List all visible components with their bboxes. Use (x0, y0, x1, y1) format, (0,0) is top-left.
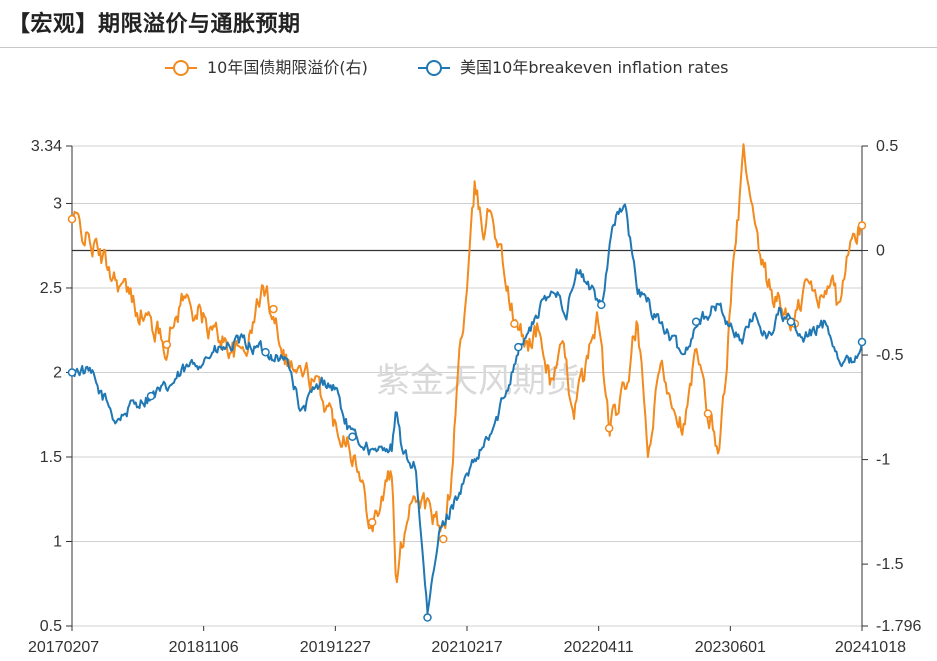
left-axis-ticks: 3.34 3 2.5 2 1.5 1 0.5 (31, 138, 72, 635)
point-breakeven-56 (691, 317, 701, 327)
legend-label-term-premium: 10年国债期限溢价(右) (207, 58, 368, 77)
chart-title: 【宏观】期限溢价与通胀预期 (8, 12, 301, 37)
left-tick-label-0: 3.34 (31, 138, 62, 155)
point-breakeven-64 (786, 317, 796, 327)
right-tick-label-1: 0 (876, 243, 885, 260)
right-tick-label-5: -1.796 (876, 618, 921, 635)
left-tick-label-4: 1.5 (40, 449, 62, 466)
point-term-premium-32 (439, 534, 448, 544)
point-breakeven-16 (261, 347, 270, 357)
legend-label-breakeven: 美国10年breakeven inflation rates (460, 58, 729, 77)
x-tick-label-2: 20191227 (300, 639, 371, 656)
title-divider (0, 47, 937, 48)
point-breakeven-24 (348, 432, 357, 441)
point-breakeven-48 (597, 300, 606, 310)
legend-item-term-premium[interactable]: 10年国债期限溢价(右) (165, 58, 368, 77)
x-tick-label-5: 20230601 (695, 639, 766, 656)
right-tick-label-4: -1.5 (876, 556, 904, 573)
right-axis-ticks: 0.5 0 -0.5 -1 -1.5 -1.796 (862, 138, 921, 635)
left-tick-label-1: 3 (53, 195, 62, 212)
x-tick-label-1: 20181106 (169, 639, 239, 656)
point-breakeven-0 (67, 368, 77, 377)
series-line-breakeven (71, 203, 863, 615)
right-tick-label-3: -1 (876, 452, 890, 469)
right-tick-label-2: -0.5 (876, 347, 904, 364)
point-breakeven-32 (423, 613, 432, 622)
x-tick-label-0: 20170207 (28, 639, 99, 656)
x-tick-label-6: 20241018 (835, 639, 906, 656)
left-tick-label-5: 1 (53, 533, 62, 550)
point-breakeven-40 (514, 342, 523, 352)
series-layer (67, 143, 867, 622)
point-term-premium-48 (604, 423, 614, 433)
point-breakeven-70 (857, 337, 867, 347)
left-tick-label-6: 0.5 (40, 618, 62, 635)
point-term-premium-40 (510, 319, 519, 328)
point-term-premium-16 (269, 304, 278, 314)
x-tick-label-4: 20220411 (564, 639, 634, 656)
right-tick-label-0: 0.5 (876, 138, 898, 155)
left-tick-label-3: 2 (53, 364, 62, 381)
legend-marker-breakeven (426, 60, 442, 76)
point-term-premium-8 (162, 340, 172, 349)
legend: 10年国债期限溢价(右) 美国10年breakeven inflation ra… (165, 58, 729, 77)
point-term-premium-56 (703, 409, 713, 418)
series-line-term-premium (71, 143, 863, 584)
legend-marker-term-premium (173, 60, 189, 76)
x-axis-ticks: 20170207 20181106 20191227 20210217 20220411… (28, 626, 906, 656)
point-term-premium-0 (67, 214, 77, 224)
point-term-premium-70 (857, 221, 867, 230)
point-term-premium-24 (367, 518, 377, 527)
point-breakeven-8 (146, 391, 156, 401)
legend-item-breakeven[interactable]: 美国10年breakeven inflation rates (418, 58, 729, 77)
left-tick-label-2: 2.5 (40, 280, 62, 297)
gridlines (72, 145, 862, 627)
x-tick-label-3: 20210217 (431, 639, 502, 656)
